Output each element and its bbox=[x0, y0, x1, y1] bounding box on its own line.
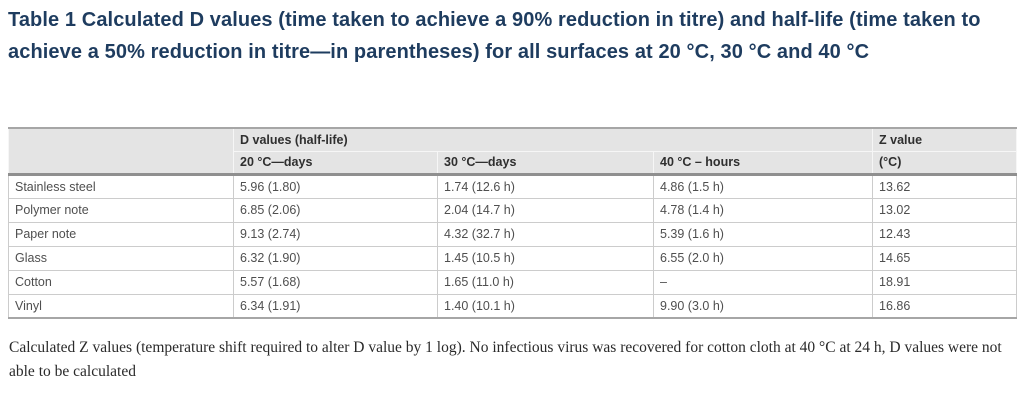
d30-cell: 1.40 (10.1 h) bbox=[437, 293, 654, 319]
z-value-header: Z value bbox=[872, 127, 1018, 152]
d20-cell: 6.32 (1.90) bbox=[233, 245, 438, 271]
d30-cell: 1.65 (11.0 h) bbox=[437, 269, 654, 295]
d20-cell: 9.13 (2.74) bbox=[233, 221, 438, 247]
header-row-group: D values (half-life) Z value bbox=[8, 127, 1018, 175]
table-header: D values (half-life) Z value 20 °C—days … bbox=[8, 127, 1018, 175]
col-header-z-unit: (°C) bbox=[872, 150, 1018, 175]
table-row: Cotton 5.57 (1.68) 1.65 (11.0 h) – 18.91 bbox=[8, 269, 1018, 295]
z-cell: 18.91 bbox=[872, 269, 1018, 295]
surface-header-empty bbox=[8, 127, 234, 175]
z-cell: 16.86 bbox=[872, 293, 1018, 319]
d40-cell: – bbox=[652, 269, 874, 295]
d40-cell: 4.86 (1.5 h) bbox=[652, 173, 874, 199]
table-row: Stainless steel 5.96 (1.80) 1.74 (12.6 h… bbox=[8, 173, 1018, 199]
table-row: Glass 6.32 (1.90) 1.45 (10.5 h) 6.55 (2.… bbox=[8, 245, 1018, 271]
d40-cell: 6.55 (2.0 h) bbox=[652, 245, 874, 271]
surface-cell: Paper note bbox=[8, 221, 234, 247]
surface-cell: Polymer note bbox=[8, 197, 234, 223]
group-header-d-values: D values (half-life) bbox=[232, 127, 874, 152]
table-row: Vinyl 6.34 (1.91) 1.40 (10.1 h) 9.90 (3.… bbox=[8, 293, 1018, 319]
z-cell: 13.02 bbox=[872, 197, 1018, 223]
table-body: Stainless steel 5.96 (1.80) 1.74 (12.6 h… bbox=[8, 173, 1018, 319]
d30-cell: 4.32 (32.7 h) bbox=[437, 221, 654, 247]
d30-cell: 1.74 (12.6 h) bbox=[437, 173, 654, 199]
d30-cell: 2.04 (14.7 h) bbox=[437, 197, 654, 223]
d20-cell: 6.34 (1.91) bbox=[233, 293, 438, 319]
z-cell: 12.43 bbox=[872, 221, 1018, 247]
surface-cell: Vinyl bbox=[8, 293, 234, 319]
d30-cell: 1.45 (10.5 h) bbox=[437, 245, 654, 271]
z-cell: 14.65 bbox=[872, 245, 1018, 271]
d-values-table: D values (half-life) Z value 20 °C—days … bbox=[8, 127, 1018, 319]
table-row: Polymer note 6.85 (2.06) 2.04 (14.7 h) 4… bbox=[8, 197, 1018, 223]
table-title: Table 1 Calculated D values (time taken … bbox=[8, 9, 981, 63]
col-header-40c: 40 °C – hours bbox=[652, 150, 874, 175]
header-row-units: 20 °C—days 30 °C—days 40 °C – hours (°C) bbox=[9, 150, 1018, 175]
col-header-20c: 20 °C—days bbox=[233, 150, 438, 175]
surface-cell: Cotton bbox=[8, 269, 234, 295]
d40-cell: 5.39 (1.6 h) bbox=[652, 221, 874, 247]
surface-cell: Stainless steel bbox=[8, 173, 234, 199]
table-footnote: Calculated Z values (temperature shift r… bbox=[9, 339, 1002, 380]
table-row: Paper note 9.13 (2.74) 4.32 (32.7 h) 5.3… bbox=[8, 221, 1018, 247]
d20-cell: 6.85 (2.06) bbox=[233, 197, 438, 223]
d20-cell: 5.57 (1.68) bbox=[233, 269, 438, 295]
surface-cell: Glass bbox=[8, 245, 234, 271]
d40-cell: 9.90 (3.0 h) bbox=[652, 293, 874, 319]
z-cell: 13.62 bbox=[872, 173, 1018, 199]
col-header-30c: 30 °C—days bbox=[437, 150, 654, 175]
d20-cell: 5.96 (1.80) bbox=[233, 173, 438, 199]
d40-cell: 4.78 (1.4 h) bbox=[652, 197, 874, 223]
